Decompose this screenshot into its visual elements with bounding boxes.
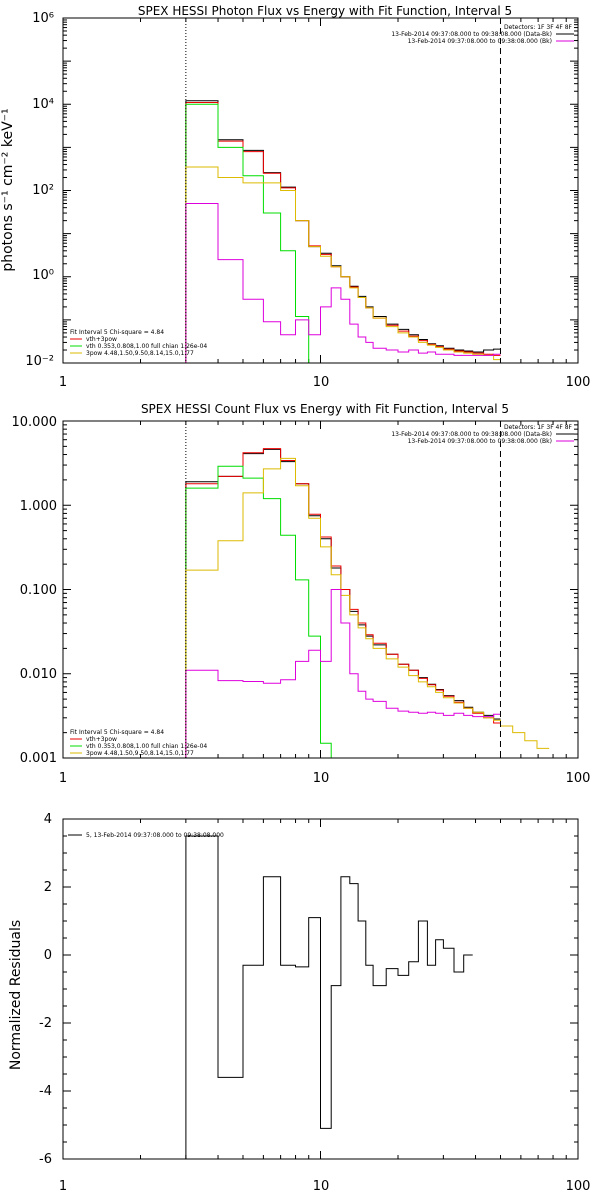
x-tick-label: 100 bbox=[566, 375, 591, 390]
photon-flux-energy-range-lines bbox=[185, 18, 501, 363]
y-tick-label: 10² bbox=[32, 183, 54, 198]
y-tick-label: 0 bbox=[44, 948, 52, 963]
x-tick-label: 10 bbox=[313, 1179, 330, 1194]
count-flux-panel: SPEX HESSI Count Flux vs Energy with Fit… bbox=[12, 402, 591, 786]
legend-bk: 13-Feb-2014 09:37:08.000 to 09:38:08.000… bbox=[408, 438, 552, 445]
legend-fit-interval: Fit Interval 5 Chi-square = 4.84 bbox=[70, 729, 164, 736]
residuals-tick-labels: -6 -4 -2 0 2 4 1 10 100 bbox=[39, 812, 590, 1194]
legend-detectors: Detectors: 1F 3F 4F 8F bbox=[504, 424, 573, 431]
photon-flux-ticks bbox=[62, 17, 579, 364]
y-tick-label: 1.000 bbox=[20, 499, 57, 514]
series-data-bk-line bbox=[185, 100, 501, 363]
series-vth-line bbox=[185, 465, 501, 759]
count-flux-legend-bottom-left: Fit Interval 5 Chi-square = 4.84 vth+3po… bbox=[70, 729, 207, 757]
y-tick-label: 0.010 bbox=[20, 667, 57, 682]
series-3pow-line bbox=[185, 166, 550, 364]
y-tick-label: 10⁰ bbox=[32, 268, 54, 283]
photon-flux-title: SPEX HESSI Photon Flux vs Energy with Fi… bbox=[138, 4, 512, 18]
series-3pow-line bbox=[185, 457, 550, 758]
count-flux-ticks bbox=[62, 420, 579, 759]
photon-flux-legend-bottom-left: Fit Interval 5 Chi-square = 4.84 vth+3po… bbox=[70, 329, 207, 357]
y-tick-label: 10⁻² bbox=[25, 354, 54, 369]
photon-flux-y-axis-label: photons s⁻¹ cm⁻² keV⁻¹ bbox=[0, 108, 16, 271]
count-flux-title: SPEX HESSI Count Flux vs Energy with Fit… bbox=[141, 402, 509, 416]
photon-flux-legend-top-right: Detectors: 1F 3F 4F 8F 13-Feb-2014 09:37… bbox=[391, 24, 574, 45]
x-tick-label: 10 bbox=[313, 375, 330, 390]
y-tick-label: 4 bbox=[44, 812, 52, 827]
y-tick-label: -4 bbox=[39, 1084, 52, 1099]
residuals-legend: 5, 13-Feb-2014 09:37:08.000 to 09:38:08.… bbox=[68, 832, 224, 839]
x-tick-label: 100 bbox=[566, 1179, 591, 1194]
x-tick-label: 100 bbox=[566, 771, 591, 786]
x-tick-label: 1 bbox=[59, 375, 67, 390]
legend-residuals-interval: 5, 13-Feb-2014 09:37:08.000 to 09:38:08.… bbox=[86, 832, 224, 839]
legend-vth-params: vth 0.353,0.808,1.00 full chian 1.26e-04 bbox=[86, 343, 207, 350]
photon-flux-tick-labels: 10⁶ 10⁴ 10² 10⁰ 10⁻² 1 10 100 bbox=[25, 11, 590, 390]
legend-3pow-params: 3pow 4.48,1.50,9.50,8.14,15.0,1.77 bbox=[86, 350, 194, 357]
legend-bk: 13-Feb-2014 09:37:08.000 to 09:38:08.000… bbox=[408, 38, 552, 45]
legend-vth-params: vth 0.353,0.808,1.00 full chian 1.26e-04 bbox=[86, 743, 207, 750]
legend-detectors: Detectors: 1F 3F 4F 8F bbox=[504, 24, 573, 31]
series-vth-line bbox=[185, 103, 501, 364]
residuals-panel: Normalized Residuals -6 -4 -2 0 2 4 1 10… bbox=[8, 812, 590, 1194]
y-tick-label: 0.001 bbox=[20, 751, 57, 766]
y-tick-label: -2 bbox=[39, 1016, 52, 1031]
residuals-series bbox=[185, 835, 473, 1159]
legend-fit-function: vth+3pow bbox=[86, 736, 117, 743]
y-tick-label: 2 bbox=[44, 880, 52, 895]
y-tick-label: 10.000 bbox=[12, 415, 58, 430]
count-flux-tick-labels: 10.000 1.000 0.100 0.010 0.001 1 10 100 bbox=[12, 415, 591, 786]
count-flux-plot-frame bbox=[62, 420, 579, 759]
series-vth-3pow-line bbox=[185, 102, 501, 363]
y-tick-label: 0.100 bbox=[20, 583, 57, 598]
x-tick-label: 1 bbox=[59, 1179, 67, 1194]
series-bk-line bbox=[185, 203, 501, 363]
photon-flux-series bbox=[185, 100, 550, 364]
photon-flux-plot-frame bbox=[62, 17, 579, 364]
series-vth-3pow-line bbox=[185, 448, 501, 758]
x-tick-label: 10 bbox=[313, 771, 330, 786]
count-flux-legend-top-right: Detectors: 1F 3F 4F 8F 13-Feb-2014 09:37… bbox=[391, 424, 574, 445]
legend-data-bk: 13-Feb-2014 09:37:08.000 to 09:38:08.000… bbox=[391, 31, 552, 38]
legend-fit-interval: Fit Interval 5 Chi-square = 4.84 bbox=[70, 329, 164, 336]
legend-fit-function: vth+3pow bbox=[86, 336, 117, 343]
count-flux-energy-range-lines bbox=[185, 421, 501, 758]
legend-3pow-params: 3pow 4.48,1.50,9.50,8.14,15.0,1.77 bbox=[86, 750, 194, 757]
count-flux-series bbox=[185, 448, 550, 759]
photon-flux-panel: SPEX HESSI Photon Flux vs Energy with Fi… bbox=[0, 4, 590, 390]
series-5-13-feb-2014-09-37-08-000-to-09-38-08-000-line bbox=[185, 835, 473, 1159]
y-tick-label: 10⁴ bbox=[32, 97, 54, 112]
y-tick-label: -6 bbox=[39, 1152, 52, 1167]
x-tick-label: 1 bbox=[59, 771, 67, 786]
y-tick-label: 10⁶ bbox=[32, 11, 54, 26]
residuals-y-axis-label: Normalized Residuals bbox=[8, 920, 24, 1070]
series-data-bk-line bbox=[185, 448, 501, 758]
series-bk-line bbox=[185, 589, 501, 758]
residuals-plot-frame bbox=[62, 818, 579, 1160]
legend-data-bk: 13-Feb-2014 09:37:08.000 to 09:38:08.000… bbox=[391, 431, 552, 438]
